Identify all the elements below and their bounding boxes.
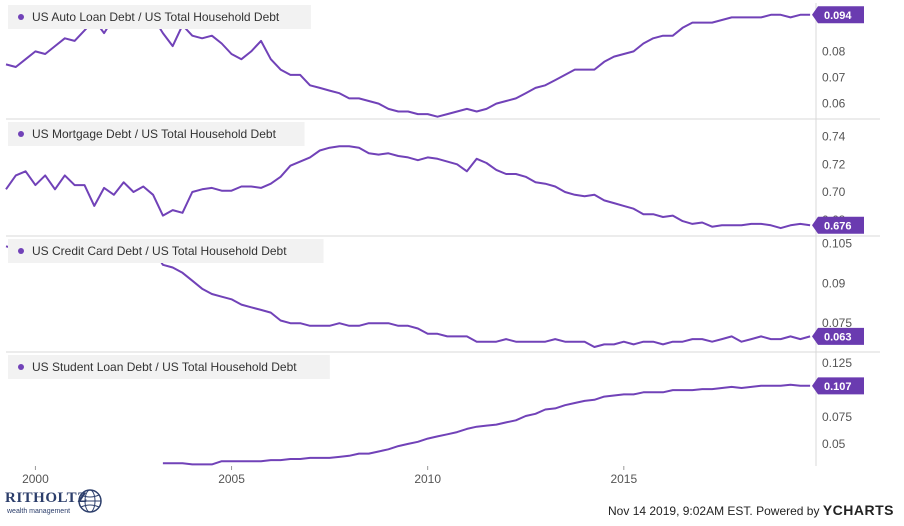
x-tick-label: 2005 [218,472,245,486]
last-value-label: 0.094 [824,10,852,22]
legend-label: US Student Loan Debt / US Total Househol… [32,360,297,374]
panel-2: 0.740.720.700.68US Mortgage Debt / US To… [5,122,880,237]
y-tick-label: 0.74 [822,130,846,144]
ritholtz-logo: RITHOLTZ wealth management [5,486,125,522]
x-tick-label: 2010 [414,472,441,486]
legend-box [8,122,305,146]
panel-1: 0.06 0.07 0.08 US Auto Loan Debt / US Total… [5,5,880,120]
legend-label: US Credit Card Debt / US Total Household… [32,244,287,258]
globe-icon [78,489,102,513]
panel-3: 0.105 0.09 0.075 US Credit Card Debt / US T… [5,237,880,353]
legend-box [8,355,330,379]
footer-powered-by: Powered by [756,504,820,518]
legend-marker [18,14,24,20]
series-line [162,383,811,466]
y-tick-label: 0.72 [822,157,846,171]
y-tick-label: 0.07 [822,70,846,84]
last-value-badge [812,327,864,345]
y-tick-label: 0.09 [822,276,846,290]
x-tick-label: 2015 [610,472,637,486]
legend-marker [18,131,24,137]
last-value-label: 0.676 [824,220,852,232]
last-value-label: 0.063 [824,331,852,343]
y-tick-label: 0.125 [822,356,852,370]
legend-label: US Auto Loan Debt / US Total Household D… [32,10,280,24]
legend-marker [18,248,24,254]
last-value-badge [812,377,864,395]
y-tick-label: 0.06 [822,97,846,111]
y-tick-label: 0.105 [822,237,852,251]
y-tick-label: 0.08 [822,44,846,58]
legend-marker [18,364,24,370]
legend-box [8,5,311,29]
y-tick-label: 0.05 [822,437,846,451]
y-tick-label: 0.70 [822,185,846,199]
chart-footer: Nov 14 2019, 9:02AM EST. Powered by YCHA… [608,502,894,518]
series-line [5,13,811,118]
ycharts-brand[interactable]: YCHARTS [822,502,894,518]
legend-box [8,239,324,263]
ycharts-stacked-chart: 0.06 0.07 0.08 US Auto Loan Debt / US Total… [5,3,880,486]
last-value-badge [812,216,864,234]
x-tick-label: 2000 [22,472,49,486]
y-tick-label: 0.075 [822,316,852,330]
y-tick-label: 0.075 [822,410,852,424]
series-line [5,145,811,230]
footer-timestamp: Nov 14 2019, 9:02AM EST. [608,504,753,518]
logo-tagline: wealth management [7,508,71,515]
last-value-badge [812,6,864,24]
last-value-label: 0.107 [824,381,852,393]
legend-label: US Mortgage Debt / US Total Household De… [32,127,277,141]
logo-wordmark: RITHOLTZ [5,490,88,506]
